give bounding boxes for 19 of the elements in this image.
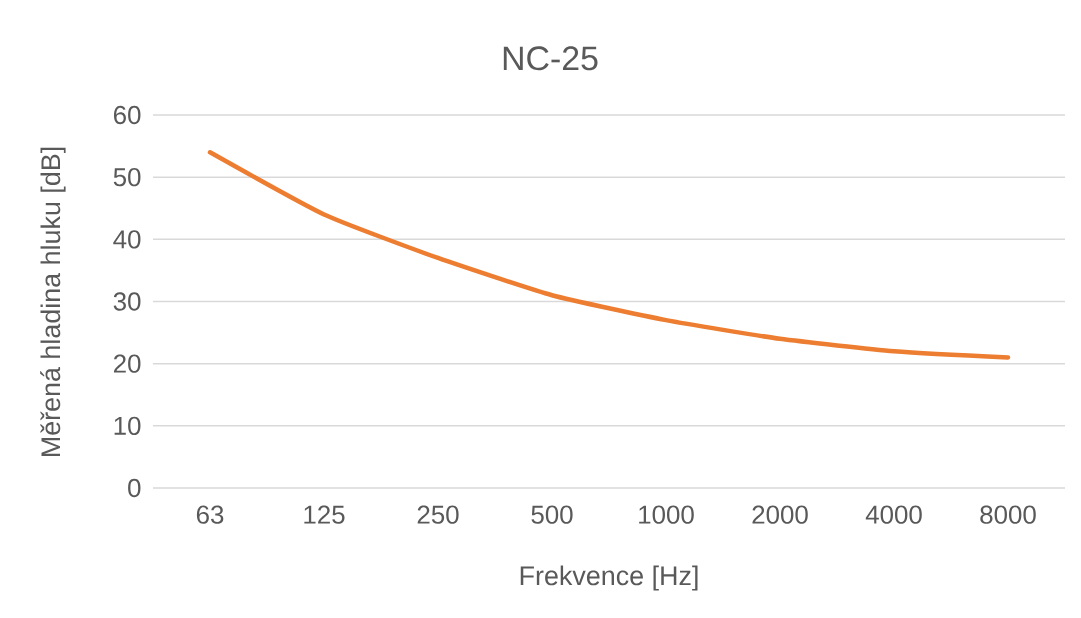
y-tick-label: 60 (113, 105, 141, 125)
x-tick-label: 1000 (639, 505, 694, 524)
line-series (207, 150, 1011, 360)
chart-title: NC-25 (503, 46, 598, 71)
y-tick-label: 40 (113, 230, 141, 249)
x-tick-label: 8000 (980, 505, 1036, 524)
x-tick-label: 4000 (865, 505, 922, 524)
y-tick-label: 10 (114, 416, 141, 435)
x-tick-label: 125 (304, 505, 345, 524)
x-tick-label: 250 (417, 505, 459, 524)
y-tick-label: 0 (128, 478, 141, 498)
x-axis-title: Frekvence [Hz] (520, 565, 698, 591)
x-tick-label: 2000 (752, 505, 808, 524)
x-tick-label: 63 (196, 505, 224, 524)
y-axis-title: Měřená hladina hluku [dB] (40, 147, 66, 457)
y-tick-label: 20 (113, 354, 141, 373)
y-tick-label: 30 (113, 292, 141, 311)
x-tick-label: 500 (531, 505, 573, 524)
y-tick-label: 50 (113, 167, 141, 187)
